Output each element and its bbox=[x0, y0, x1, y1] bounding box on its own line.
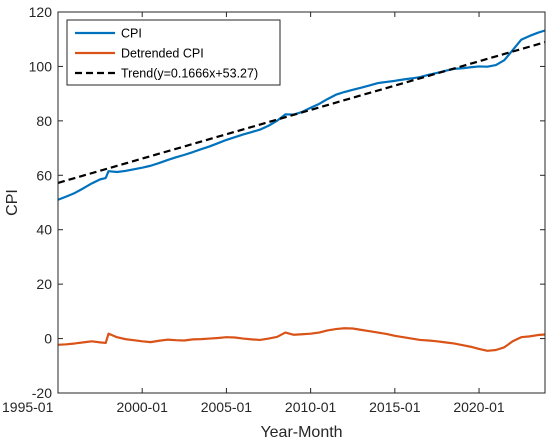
y-tick-label: 60 bbox=[36, 167, 52, 183]
x-tick-label: 2010-01 bbox=[285, 399, 337, 415]
series-line-detrended-cpi bbox=[57, 327, 546, 352]
legend-label-trend-y-0-1666x-53-27: Trend(y=0.1666x+53.27) bbox=[121, 67, 258, 81]
legend-label-detrended-cpi: Detrended CPI bbox=[121, 47, 204, 61]
y-tick-label: -20 bbox=[32, 385, 52, 401]
x-tick-label: 2005-01 bbox=[201, 399, 253, 415]
y-tick-label: 100 bbox=[29, 58, 53, 74]
legend-label-cpi: CPI bbox=[121, 27, 142, 41]
y-tick-label: 0 bbox=[44, 331, 52, 347]
series-line-cpi bbox=[57, 29, 546, 201]
x-tick-label: 2000-01 bbox=[117, 399, 169, 415]
y-axis-title: CPI bbox=[4, 189, 21, 216]
series-line-trend-y-0-1666x-53-27 bbox=[57, 41, 546, 184]
x-axis-title: Year-Month bbox=[260, 424, 342, 441]
axis-ticks: -20 0 20 40 60 80 100 120 1995-01 2000-01 2005-01 2… bbox=[2, 4, 545, 415]
x-tick-label: 2015-01 bbox=[369, 399, 421, 415]
series-layer bbox=[57, 29, 546, 352]
y-tick-label: 40 bbox=[36, 222, 52, 238]
y-tick-label: 120 bbox=[29, 4, 53, 20]
legend: CPI Detrended CPI Trend(y=0.1666x+53.27) bbox=[66, 19, 281, 86]
x-tick-label: 1995-01 bbox=[2, 399, 54, 415]
plot-area-frame bbox=[57, 11, 546, 394]
y-tick-label: 80 bbox=[36, 113, 52, 129]
x-tick-label: 2020-01 bbox=[453, 399, 505, 415]
y-tick-label: 20 bbox=[36, 276, 52, 292]
